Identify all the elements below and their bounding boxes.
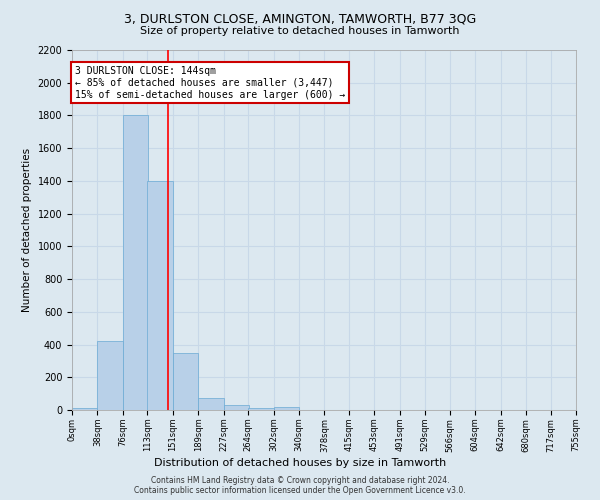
Text: Contains public sector information licensed under the Open Government Licence v3: Contains public sector information licen… xyxy=(134,486,466,495)
Bar xyxy=(198,398,224,410)
Bar xyxy=(173,352,198,410)
Text: 3 DURLSTON CLOSE: 144sqm
← 85% of detached houses are smaller (3,447)
15% of sem: 3 DURLSTON CLOSE: 144sqm ← 85% of detach… xyxy=(76,66,346,100)
Text: Size of property relative to detached houses in Tamworth: Size of property relative to detached ho… xyxy=(140,26,460,36)
Bar xyxy=(97,342,123,410)
Y-axis label: Number of detached properties: Number of detached properties xyxy=(22,148,32,312)
Text: Contains HM Land Registry data © Crown copyright and database right 2024.: Contains HM Land Registry data © Crown c… xyxy=(151,476,449,485)
Bar xyxy=(248,408,274,410)
Bar xyxy=(274,406,299,410)
Bar xyxy=(148,181,173,410)
Text: Distribution of detached houses by size in Tamworth: Distribution of detached houses by size … xyxy=(154,458,446,468)
Bar xyxy=(224,405,249,410)
Bar xyxy=(123,116,148,410)
Text: 3, DURLSTON CLOSE, AMINGTON, TAMWORTH, B77 3QG: 3, DURLSTON CLOSE, AMINGTON, TAMWORTH, B… xyxy=(124,12,476,26)
Bar xyxy=(72,408,97,410)
